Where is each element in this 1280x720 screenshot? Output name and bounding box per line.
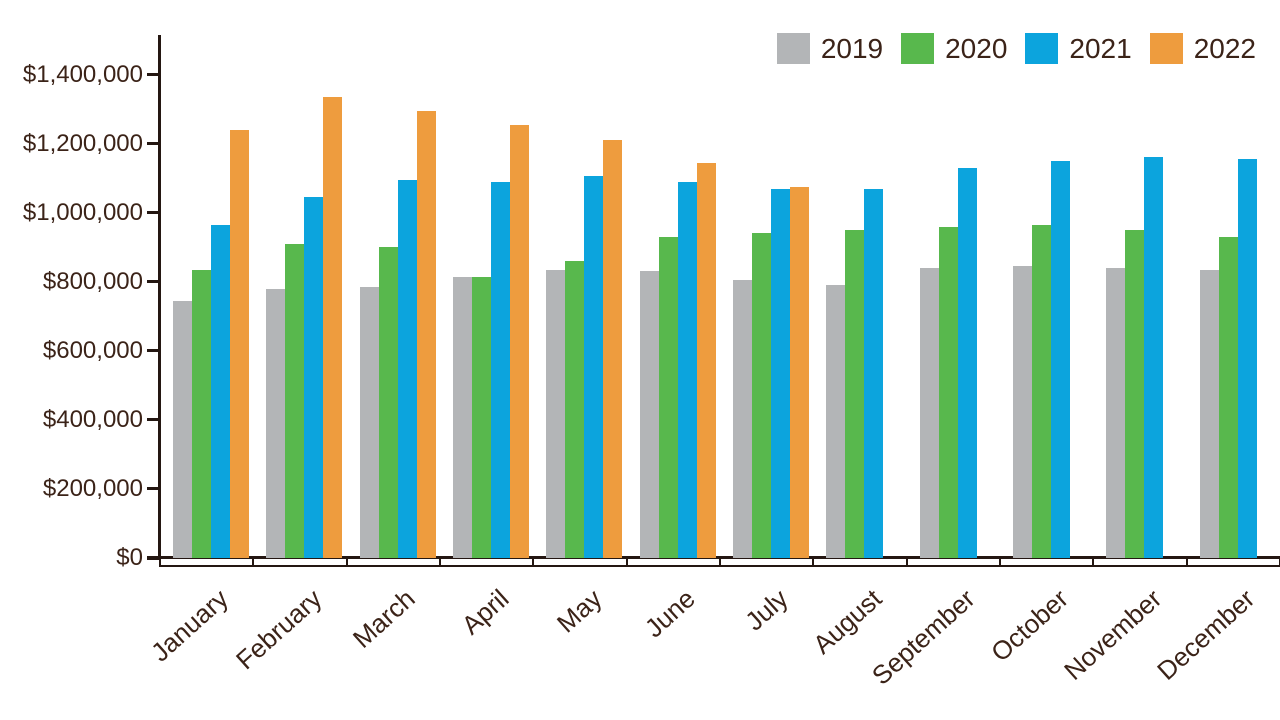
- category-divider-tick: [252, 558, 255, 567]
- legend-item-2020: 2020: [901, 33, 1007, 64]
- bar-2022-july: [790, 186, 809, 558]
- bar-2019-october: [1013, 266, 1032, 558]
- chart-legend: 2019 2020 2021 2022: [776, 33, 1256, 64]
- category-divider-tick: [719, 558, 721, 567]
- y-axis-line: [158, 35, 161, 558]
- legend-item-2019: 2019: [776, 33, 884, 64]
- legend-swatch: [901, 33, 935, 64]
- bar-2019-september: [919, 267, 939, 558]
- bar-2021-november: [1144, 157, 1164, 558]
- bar-2021-april: [491, 181, 510, 558]
- bar-2020-june: [658, 236, 678, 558]
- x-tick-label-april: April: [455, 583, 515, 641]
- x-tick-label-july: July: [739, 583, 795, 637]
- y-tick-label: $800,000: [42, 267, 143, 295]
- bar-2020-october: [1032, 224, 1051, 558]
- y-axis-tick: [147, 349, 160, 353]
- legend-swatch: [776, 33, 810, 64]
- bar-2022-february: [323, 96, 343, 558]
- category-divider-tick: [625, 558, 628, 567]
- bar-2020-april: [472, 276, 491, 558]
- category-divider-tick: [345, 558, 348, 567]
- legend-item-2021: 2021: [1025, 33, 1132, 64]
- category-divider-tick: [159, 558, 161, 567]
- x-tick-label-february: February: [230, 583, 328, 676]
- category-divider-tick: [905, 558, 908, 567]
- bar-2021-march: [397, 179, 417, 558]
- category-divider-tick: [532, 558, 535, 567]
- bar-2022-march: [416, 110, 436, 558]
- legend-swatch: [1149, 33, 1183, 64]
- x-tick-label-june: June: [638, 583, 701, 644]
- y-axis-tick: [147, 487, 160, 491]
- x-tick-label-march: March: [346, 583, 421, 654]
- bar-2021-october: [1051, 160, 1070, 558]
- category-divider-tick: [1092, 558, 1095, 567]
- y-tick-label: $200,000: [42, 474, 143, 502]
- bar-2022-april: [510, 124, 529, 558]
- legend-label: 2021: [1069, 33, 1132, 64]
- bar-2021-january: [211, 224, 230, 558]
- x-tick-label-august: August: [807, 583, 888, 660]
- category-divider-tick: [999, 558, 1001, 567]
- bar-2021-december: [1237, 159, 1257, 558]
- x-tick-label-january: January: [145, 583, 235, 668]
- y-axis-tick: [147, 73, 160, 76]
- y-axis-tick: [147, 211, 160, 215]
- bar-2022-may: [603, 140, 623, 558]
- bar-2020-august: [845, 229, 865, 558]
- x-tick-label-november: November: [1058, 583, 1168, 686]
- legend-item-2022: 2022: [1149, 33, 1256, 64]
- y-tick-label: $0: [116, 544, 143, 571]
- bar-2021-february: [304, 197, 324, 558]
- bar-2020-january: [192, 269, 211, 558]
- bar-2021-may: [584, 176, 604, 558]
- bar-2021-july: [771, 188, 790, 558]
- bar-2020-september: [938, 226, 958, 558]
- bar-2019-june: [639, 271, 659, 558]
- bar-2019-november: [1106, 267, 1126, 558]
- bar-2020-february: [285, 243, 305, 558]
- bar-2019-august: [826, 285, 846, 558]
- legend-label: 2022: [1193, 33, 1256, 64]
- y-axis-tick: [147, 142, 160, 146]
- bar-2020-december: [1218, 236, 1238, 558]
- y-tick-label: $1,000,000: [22, 198, 143, 226]
- y-tick-label: $400,000: [42, 405, 143, 433]
- x-tick-label-september: September: [866, 583, 981, 691]
- bar-2020-july: [752, 233, 771, 558]
- bar-2021-june: [677, 181, 697, 558]
- y-axis-tick: [147, 280, 160, 284]
- y-axis-tick: [147, 556, 160, 560]
- bar-2019-april: [453, 276, 472, 558]
- bar-2019-march: [359, 286, 379, 558]
- category-divider-tick: [1185, 558, 1188, 567]
- legend-label: 2019: [820, 33, 884, 64]
- bar-2019-may: [546, 269, 566, 558]
- category-divider-tick: [812, 558, 815, 567]
- bar-2019-july: [733, 280, 752, 558]
- bar-2019-january: [173, 300, 192, 558]
- bar-2019-december: [1199, 269, 1219, 558]
- bar-2022-january: [230, 129, 249, 558]
- legend-swatch: [1025, 33, 1059, 64]
- x-tick-label-october: October: [985, 583, 1075, 668]
- x-tick-label-may: May: [550, 583, 608, 639]
- y-axis-tick: [147, 418, 160, 422]
- y-tick-label: $600,000: [42, 336, 143, 364]
- bar-2022-june: [696, 162, 716, 558]
- y-tick-label: $1,200,000: [22, 129, 143, 157]
- category-divider-tick: [439, 558, 441, 567]
- bar-2021-september: [957, 167, 977, 558]
- bar-2020-may: [565, 261, 585, 558]
- y-tick-label: $1,400,000: [22, 60, 143, 88]
- bar-2020-november: [1125, 229, 1145, 558]
- bar-2019-february: [266, 288, 286, 558]
- legend-label: 2020: [945, 33, 1008, 64]
- bar-2021-august: [864, 188, 884, 558]
- x-tick-label-december: December: [1151, 583, 1261, 686]
- bar-2020-march: [378, 247, 398, 558]
